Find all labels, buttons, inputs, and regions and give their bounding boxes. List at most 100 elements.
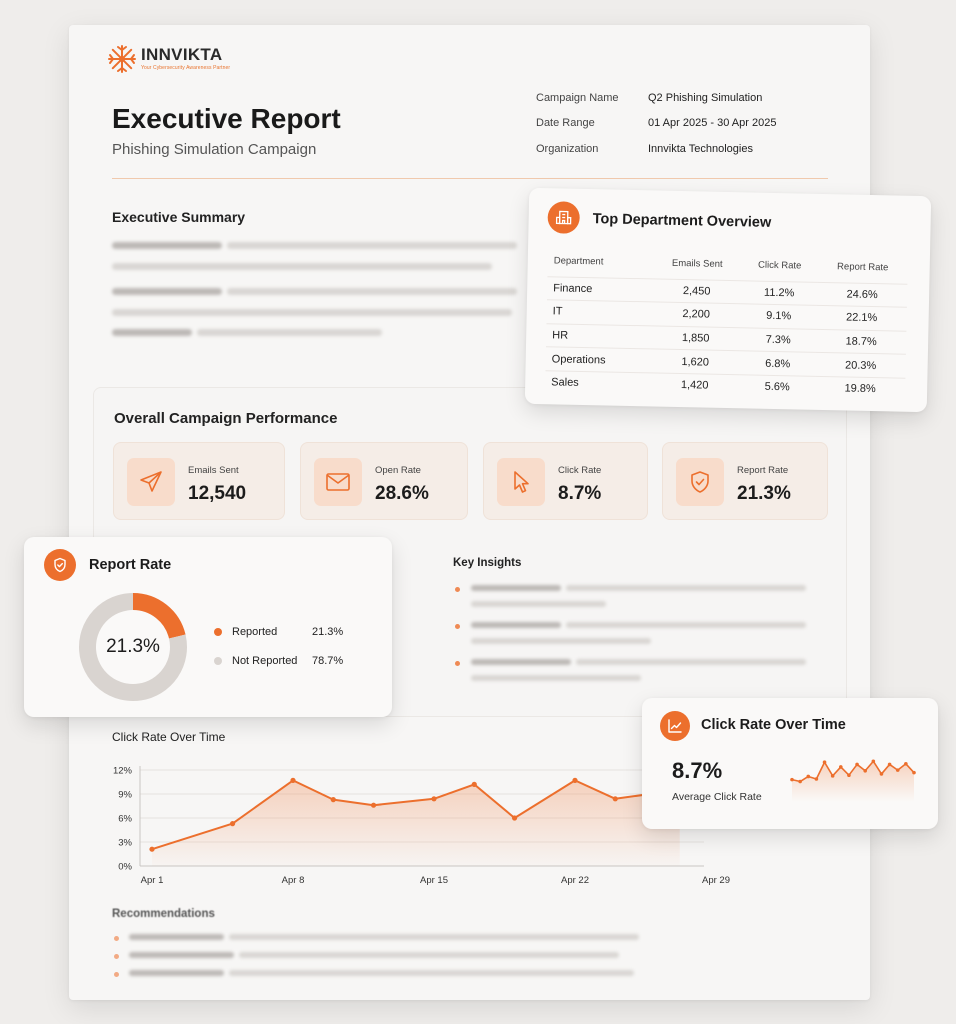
sparkline-point <box>879 772 884 776</box>
sparkline-point <box>814 777 819 781</box>
legend-swatch <box>214 657 222 665</box>
card-title: Top Department Overview <box>592 211 772 231</box>
snowflake-logo-icon <box>108 45 136 73</box>
table-cell: Operations <box>545 346 651 373</box>
sparkline-point <box>830 774 835 778</box>
x-tick-label: Apr 15 <box>420 875 448 886</box>
meta-label: Date Range <box>536 117 595 130</box>
brand-name: INNVIKTA <box>141 45 223 64</box>
stat-value: 21.3% <box>737 483 791 504</box>
column-header: Click Rate <box>757 259 802 272</box>
meta-value: Q2 Phishing Simulation <box>648 91 763 104</box>
table-cell: IT <box>546 299 652 326</box>
legend-swatch <box>214 628 222 636</box>
recommendations-heading: Recommendations <box>112 908 215 920</box>
campaign-meta: Campaign Name Q2 Phishing Simulation Dat… <box>536 85 776 162</box>
shield-icon <box>676 458 724 506</box>
y-tick-label: 0% <box>118 862 132 873</box>
click-rate-card[interactable]: Click Rate Over Time 8.7% Average Click … <box>642 698 938 829</box>
department-overview-card[interactable]: Top Department Overview Department Email… <box>524 187 932 413</box>
report-document: INNVIKTA Your Cybersecurity Awareness Pa… <box>69 25 870 1000</box>
x-tick-label: Apr 1 <box>141 875 164 886</box>
sparkline-point <box>855 762 859 767</box>
table-cell: 24.6% <box>816 281 908 308</box>
column-header: Report Rate <box>836 261 889 274</box>
table-cell: Finance <box>546 276 653 303</box>
brand-logo: INNVIKTA Your Cybersecurity Awareness Pa… <box>107 44 230 74</box>
building-icon <box>547 201 581 234</box>
sparkline-point <box>847 773 851 777</box>
card-title: Click Rate Over Time <box>701 717 846 733</box>
sparkline-line <box>791 760 915 783</box>
legend-item-not-reported: Not Reported 78.7% <box>214 655 343 667</box>
stat-card-emails-sent[interactable]: Emails Sent 12,540 <box>113 442 285 520</box>
stat-label: Report Rate <box>737 465 789 476</box>
data-point <box>330 797 336 803</box>
sparkline-point <box>839 765 843 769</box>
x-tick-label: Apr 8 <box>282 875 305 886</box>
y-tick-label: 9% <box>118 790 132 801</box>
data-point <box>431 796 437 802</box>
table-cell: 9.1% <box>740 303 817 330</box>
report-rate-donut <box>79 593 187 701</box>
trend-chart-icon <box>660 711 690 741</box>
data-point <box>612 796 618 802</box>
sparkline-point <box>806 774 811 779</box>
stat-label: Click Rate <box>558 465 602 476</box>
table-cell: 22.1% <box>816 305 907 331</box>
campaign-performance-panel: Overall Campaign Performance Emails Sent… <box>93 387 847 717</box>
table-cell: 2,200 <box>651 302 741 328</box>
sparkline-point <box>887 762 892 767</box>
mail-icon <box>314 458 362 506</box>
y-tick-label: 6% <box>118 814 132 825</box>
sparkline-point <box>863 768 867 773</box>
sparkline-point <box>912 770 916 775</box>
x-tick-label: Apr 22 <box>561 875 589 886</box>
stat-card-open-rate[interactable]: Open Rate 28.6% <box>300 442 468 520</box>
sparkline-point <box>798 779 802 784</box>
legend-value: 21.3% <box>312 626 344 638</box>
sparkline-point <box>790 777 794 782</box>
meta-row: Date Range 01 Apr 2025 - 30 Apr 2025 <box>536 111 776 137</box>
data-point <box>370 802 377 808</box>
shield-icon <box>44 549 76 581</box>
table-cell: 6.8% <box>739 351 816 377</box>
stat-value: 28.6% <box>375 483 429 504</box>
meta-row: Organization Innvikta Technologies <box>536 136 776 162</box>
sparkline-point <box>822 760 827 765</box>
data-point <box>290 777 296 783</box>
meta-label: Campaign Name <box>536 91 619 104</box>
donut-slice-not-reported <box>79 593 187 701</box>
data-point <box>572 777 578 783</box>
chart-title: Click Rate Over Time <box>112 730 226 744</box>
summary-heading: Executive Summary <box>112 209 246 225</box>
department-table: Department Emails Sent Click Rate Report… <box>544 246 908 402</box>
legend-item-reported: Reported 21.3% <box>214 626 343 638</box>
meta-row: Campaign Name Q2 Phishing Simulation <box>536 85 776 111</box>
stat-card-click-rate[interactable]: Click Rate 8.7% <box>483 442 648 520</box>
card-title: Report Rate <box>89 557 172 573</box>
data-point <box>511 815 518 821</box>
data-point <box>471 781 477 787</box>
sparkline-area <box>792 761 914 802</box>
performance-heading: Overall Campaign Performance <box>114 410 338 427</box>
meta-label: Organization <box>536 142 599 155</box>
table-cell: 1,420 <box>649 372 740 399</box>
report-rate-card[interactable]: Report Rate 21.3% Reported 21.3% Not Rep… <box>24 537 392 717</box>
table-cell: 18.7% <box>815 329 907 355</box>
y-tick-label: 12% <box>113 766 133 777</box>
click-rate-sparkline <box>790 759 916 802</box>
sparkline-point <box>895 768 900 772</box>
series-area <box>152 780 680 866</box>
stat-card-report-rate[interactable]: Report Rate 21.3% <box>662 442 828 520</box>
click-rate-chart-svg: 0% 3% 6% 9% 12% Apr 1 Apr 8 Apr 15 Apr 22 Apr 29 <box>113 766 730 887</box>
average-click-rate-value: 8.7% <box>672 758 723 783</box>
table-cell: 5.6% <box>738 374 816 400</box>
sparkline-point <box>904 762 908 766</box>
stat-label: Open Rate <box>375 465 421 476</box>
table-cell: HR <box>545 323 652 350</box>
brand-tagline: Your Cybersecurity Awareness Partner <box>141 65 231 71</box>
legend-label: Reported <box>232 626 278 638</box>
column-header: Department <box>553 255 604 268</box>
table-cell: 2,450 <box>651 278 742 304</box>
